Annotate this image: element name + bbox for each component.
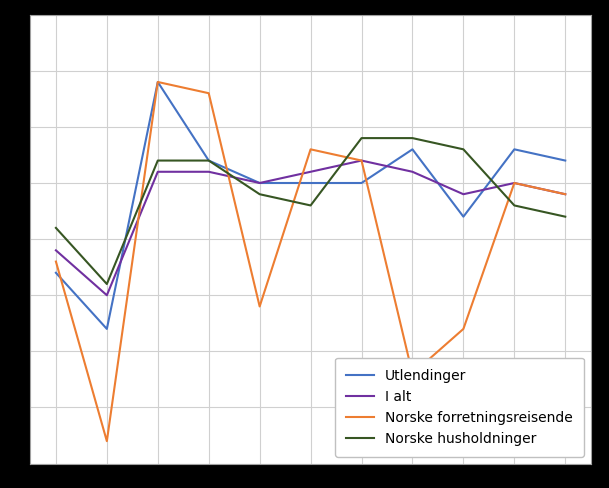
Norske husholdninger [561,214,569,220]
I alt [52,247,60,253]
I alt [460,191,467,197]
Line: Norske forretningsreisende: Norske forretningsreisende [56,82,565,441]
Norske husholdninger [52,225,60,231]
Line: Utlendinger: Utlendinger [56,82,565,329]
Norske husholdninger [409,135,416,141]
I alt [103,292,110,298]
Norske forretningsreisende [256,304,263,309]
Norske husholdninger [511,203,518,208]
Line: Norske husholdninger: Norske husholdninger [56,138,565,284]
I alt [511,180,518,186]
I alt [307,169,314,175]
Norske husholdninger [256,191,263,197]
Norske forretningsreisende [307,146,314,152]
Norske forretningsreisende [460,326,467,332]
Utlendinger [52,270,60,276]
Utlendinger [358,180,365,186]
I alt [256,180,263,186]
Utlendinger [205,158,213,163]
Norske forretningsreisende [358,158,365,163]
Utlendinger [561,158,569,163]
I alt [409,169,416,175]
Line: I alt: I alt [56,161,565,295]
Norske forretningsreisende [561,191,569,197]
Utlendinger [409,146,416,152]
Norske forretningsreisende [511,180,518,186]
Norske forretningsreisende [205,90,213,96]
Legend: Utlendinger, I alt, Norske forretningsreisende, Norske husholdninger: Utlendinger, I alt, Norske forretningsre… [335,358,584,457]
Norske forretningsreisende [409,371,416,377]
Norske husholdninger [205,158,213,163]
Utlendinger [103,326,110,332]
Utlendinger [307,180,314,186]
Utlendinger [460,214,467,220]
Utlendinger [256,180,263,186]
Norske husholdninger [103,281,110,287]
Norske husholdninger [358,135,365,141]
I alt [205,169,213,175]
Norske husholdninger [307,203,314,208]
Norske husholdninger [460,146,467,152]
Norske forretningsreisende [154,79,161,85]
Norske husholdninger [154,158,161,163]
I alt [358,158,365,163]
Norske forretningsreisende [103,438,110,444]
Utlendinger [511,146,518,152]
I alt [561,191,569,197]
Norske forretningsreisende [52,259,60,264]
I alt [154,169,161,175]
Utlendinger [154,79,161,85]
